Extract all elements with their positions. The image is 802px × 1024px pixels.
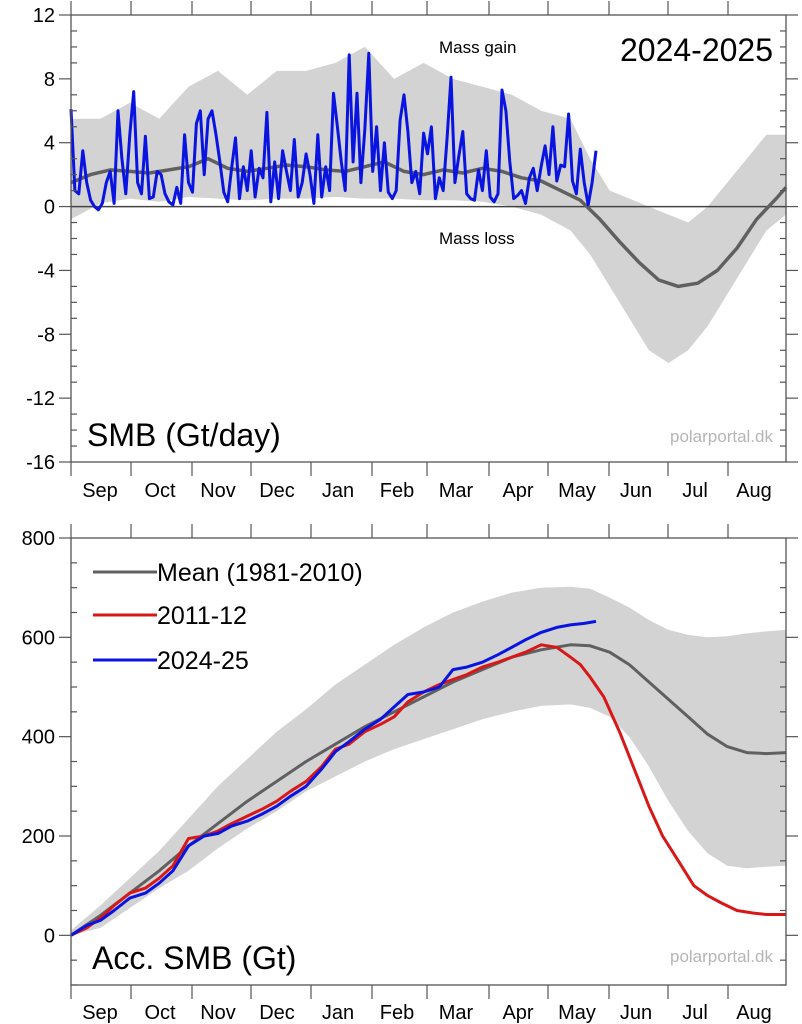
- mass-gain-label: Mass gain: [439, 38, 516, 57]
- legend-label-2011-12: 2011-12: [157, 602, 247, 630]
- acc-smb-axes: 800 600 400 200 0 Sep Oct Nov Dec Jan Feb Mar Apr May…: [22, 524, 798, 1024]
- x-tick-label: Aug: [736, 1002, 772, 1024]
- acc-smb-range-band: [71, 586, 786, 936]
- season-2024-25-line: [70, 619, 597, 937]
- accumulated-smb-panel: 800 600 400 200 0 Sep Oct Nov Dec Jan Feb Mar Apr May…: [22, 524, 798, 1024]
- x-tick-label: Jun: [620, 1002, 652, 1024]
- x-tick-label: Dec: [259, 1002, 295, 1024]
- range-band-area: [71, 586, 786, 936]
- y-tick-label: -12: [26, 388, 55, 410]
- x-tick-label: Apr: [502, 480, 533, 502]
- daily-smb-title: SMB (Gt/day): [87, 417, 281, 453]
- mean-1981-2010-line: [70, 643, 787, 937]
- y-tick-label: -16: [26, 452, 55, 474]
- legend: Mean (1981-2010) 2011-12 2024-25: [93, 559, 363, 675]
- daily-smb-panel: 12 8 4 0 -4 -8 -12 -16 Sep Oct Nov Dec Jan Feb Mar Apr M…: [26, 1, 798, 502]
- legend-label-2024-25: 2024-25: [157, 647, 249, 675]
- season-title: 2024-2025: [620, 32, 773, 68]
- daily-smb-lines: [69, 51, 788, 289]
- x-tick-label: Oct: [144, 480, 176, 502]
- x-tick-label: Dec: [259, 480, 295, 502]
- x-tick-label: Jan: [322, 1002, 354, 1024]
- x-tick-label: May: [558, 480, 596, 502]
- x-tick-label: Apr: [502, 1002, 533, 1024]
- x-tick-label: Mar: [439, 1002, 474, 1024]
- x-tick-label: Feb: [380, 480, 414, 502]
- x-tick-label: Jul: [682, 1002, 708, 1024]
- acc-smb-lines: [70, 619, 787, 937]
- x-tick-label: Sep: [82, 480, 118, 502]
- y-tick-label: 0: [44, 925, 55, 947]
- x-tick-label: Aug: [736, 480, 772, 502]
- daily-smb-range-band: [71, 46, 786, 364]
- y-tick-label: 8: [44, 69, 55, 91]
- y-tick-label: -8: [37, 324, 55, 346]
- x-tick-label: May: [558, 1002, 596, 1024]
- x-tick-label: Nov: [200, 480, 236, 502]
- y-tick-label: 200: [22, 826, 55, 848]
- y-tick-label: 800: [22, 528, 55, 550]
- y-tick-label: 4: [44, 133, 55, 155]
- season-2024-25-line: [69, 51, 598, 212]
- daily-smb-axes: 12 8 4 0 -4 -8 -12 -16 Sep Oct Nov Dec Jan Feb Mar Apr M…: [26, 1, 798, 502]
- x-tick-label: Jan: [322, 480, 354, 502]
- legend-label-mean: Mean (1981-2010): [157, 559, 363, 587]
- y-tick-label: -4: [37, 260, 55, 282]
- y-tick-label: 400: [22, 727, 55, 749]
- x-tick-label: Jul: [682, 480, 708, 502]
- y-tick-label: 12: [33, 5, 55, 27]
- x-tick-label: Mar: [439, 480, 474, 502]
- range-band-area: [71, 46, 786, 364]
- x-tick-label: Jun: [620, 480, 652, 502]
- credit-label: polarportal.dk: [670, 947, 774, 966]
- season-2011-12-line: [70, 643, 786, 937]
- x-tick-label: Oct: [144, 1002, 176, 1024]
- acc-smb-title: Acc. SMB (Gt): [92, 940, 296, 976]
- mass-loss-label: Mass loss: [439, 229, 515, 248]
- credit-label: polarportal.dk: [670, 427, 774, 446]
- x-tick-label: Nov: [200, 1002, 236, 1024]
- x-tick-label: Sep: [82, 1002, 118, 1024]
- x-tick-label: Feb: [380, 1002, 414, 1024]
- y-tick-label: 600: [22, 627, 55, 649]
- y-tick-label: 0: [44, 197, 55, 219]
